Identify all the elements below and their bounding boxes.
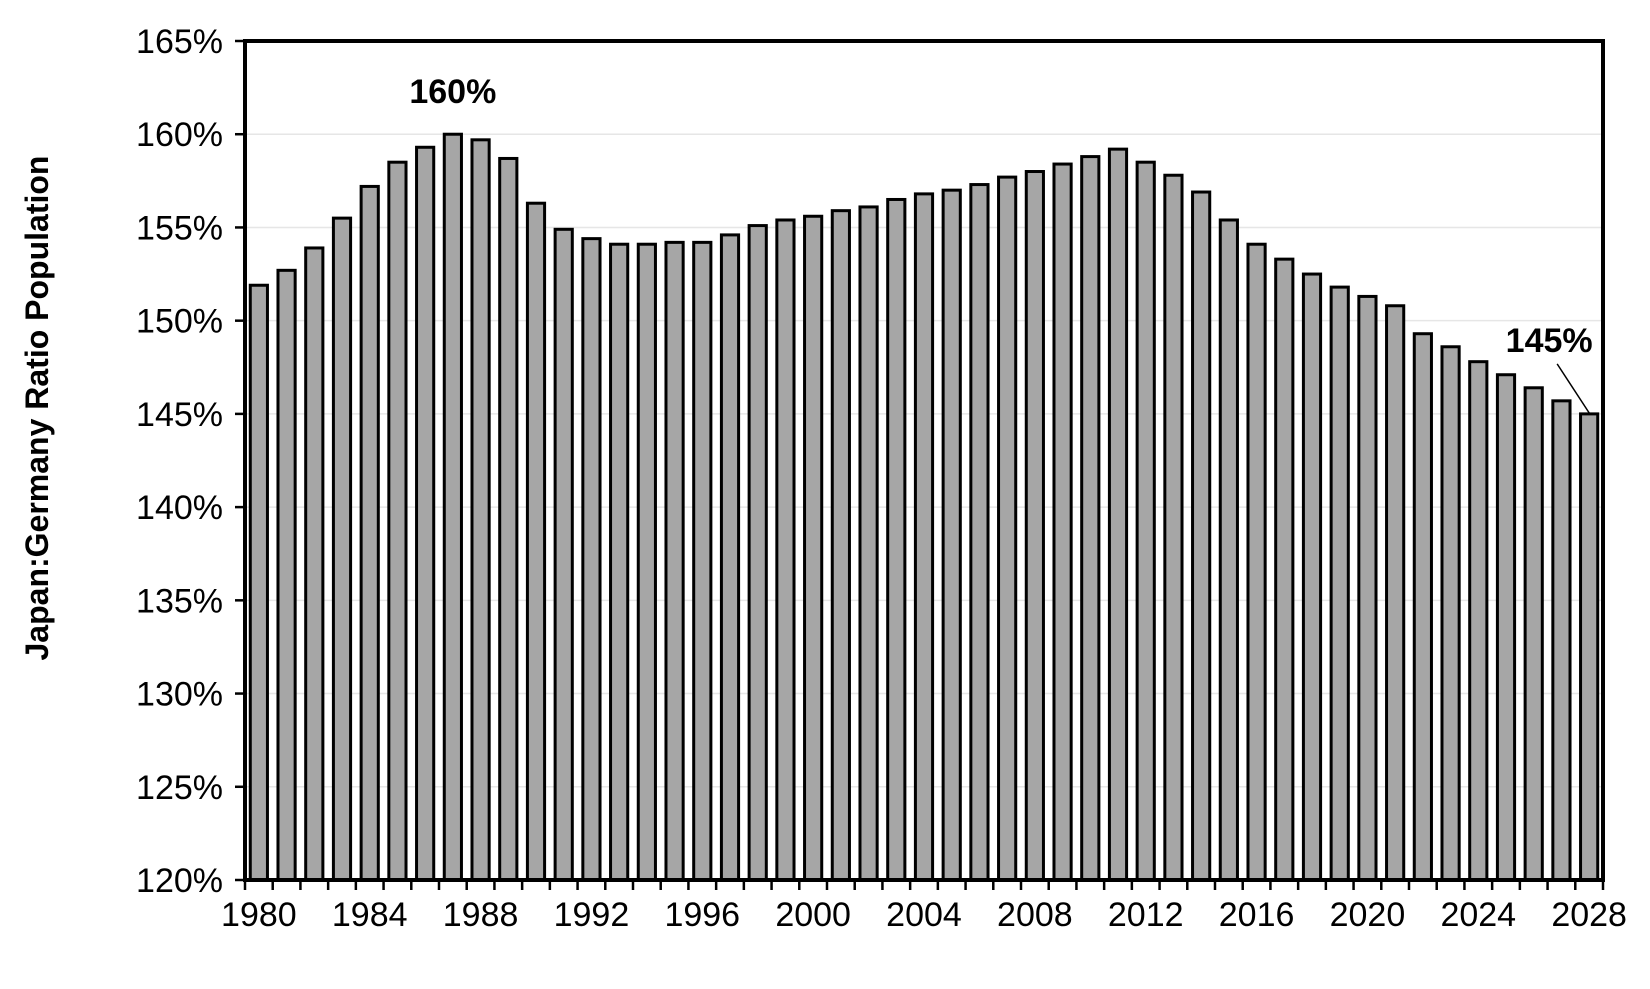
- bar-2027: [1551, 399, 1572, 882]
- x-tick-label: 2004: [886, 896, 962, 934]
- bar-2023: [1440, 345, 1461, 882]
- x-tick-label: 2000: [775, 896, 851, 934]
- bar-2025: [1495, 373, 1517, 882]
- y-tick-label: 135%: [136, 582, 223, 620]
- x-tick-label: 1988: [443, 896, 519, 934]
- bar-2005: [941, 188, 962, 882]
- bar-2009: [1052, 162, 1073, 882]
- bar-1993: [609, 242, 630, 882]
- annotation-label: 160%: [409, 73, 496, 111]
- bar-1990: [525, 201, 547, 882]
- bar-2017: [1274, 257, 1295, 882]
- bar-1989: [498, 156, 519, 882]
- bar-2020: [1357, 294, 1378, 882]
- bar-1987: [442, 132, 463, 882]
- bar-1984: [359, 184, 380, 882]
- y-tick-label: 150%: [136, 303, 223, 341]
- x-tick-label: 1996: [664, 896, 740, 934]
- bar-2003: [886, 197, 907, 882]
- y-tick-label: 145%: [136, 396, 223, 434]
- y-tick-label: 160%: [136, 116, 223, 154]
- bar-2021: [1385, 304, 1406, 882]
- bar-1980: [248, 283, 269, 882]
- bar-1996: [692, 240, 713, 882]
- bar-2014: [1191, 190, 1212, 882]
- bar-1983: [331, 216, 353, 882]
- x-tick-label: 1980: [221, 896, 297, 934]
- bar-1994: [636, 242, 657, 882]
- bar-2001: [830, 209, 851, 882]
- y-tick-label: 165%: [136, 23, 223, 61]
- plot-frame: [243, 39, 1605, 882]
- bar-1985: [387, 160, 408, 882]
- bar-2015: [1218, 218, 1239, 882]
- bar-2011: [1107, 147, 1129, 882]
- bar-2000: [803, 214, 824, 882]
- x-tick-label: 1992: [554, 896, 630, 934]
- x-tick-label: 2016: [1219, 896, 1295, 934]
- bar-1991: [553, 227, 574, 882]
- annotation-label: 145%: [1506, 322, 1593, 360]
- bar-1986: [415, 145, 436, 882]
- y-tick-label: 120%: [136, 862, 223, 900]
- bar-1995: [664, 240, 685, 882]
- bar-1999: [775, 218, 796, 882]
- bar-1982: [304, 246, 325, 882]
- y-axis: 120% 125% 130% 135% 140% 145% 150% 155% 160% 165%: [136, 23, 245, 900]
- y-tick-label: 125%: [136, 769, 223, 807]
- annotation-leader-line: [1556, 363, 1590, 414]
- x-tick-label: 2008: [997, 896, 1073, 934]
- x-axis: 1980 1984 1988 1992 1996 2000 2004 2008 2012 2016…: [221, 880, 1627, 934]
- x-tick-label: 2012: [1108, 896, 1184, 934]
- bar-1997: [719, 233, 741, 882]
- bar-2022: [1412, 332, 1433, 882]
- bar-1992: [581, 237, 602, 882]
- y-tick-label: 130%: [136, 676, 223, 714]
- bar-2002: [858, 205, 879, 882]
- bar-1981: [276, 268, 297, 882]
- bar-2026: [1523, 386, 1544, 882]
- bar-2008: [1024, 170, 1045, 882]
- bar-2007: [997, 175, 1018, 882]
- bar-2018: [1301, 272, 1323, 882]
- x-tick-label: 1984: [332, 896, 408, 934]
- x-tick-label: 2028: [1551, 896, 1627, 934]
- y-axis-title: Japan:Germany Ratio Population: [19, 156, 55, 661]
- bar-2010: [1080, 155, 1101, 882]
- y-tick-label: 140%: [136, 489, 223, 527]
- bar-2024: [1468, 360, 1489, 882]
- bar-2004: [913, 192, 935, 882]
- bar-2006: [969, 183, 990, 882]
- annotations: 160% 145%: [409, 73, 1593, 414]
- bar-2012: [1135, 160, 1156, 882]
- bar-2016: [1246, 242, 1267, 882]
- bar-1988: [470, 138, 491, 882]
- y-tick-label: 155%: [136, 209, 223, 247]
- x-tick-label: 2020: [1330, 896, 1406, 934]
- bar-2013: [1163, 173, 1184, 882]
- bars: [248, 132, 1600, 882]
- bar-2028: [1579, 412, 1600, 882]
- bar-1998: [747, 224, 768, 882]
- x-tick-label: 2024: [1440, 896, 1516, 934]
- bar-2019: [1329, 285, 1350, 882]
